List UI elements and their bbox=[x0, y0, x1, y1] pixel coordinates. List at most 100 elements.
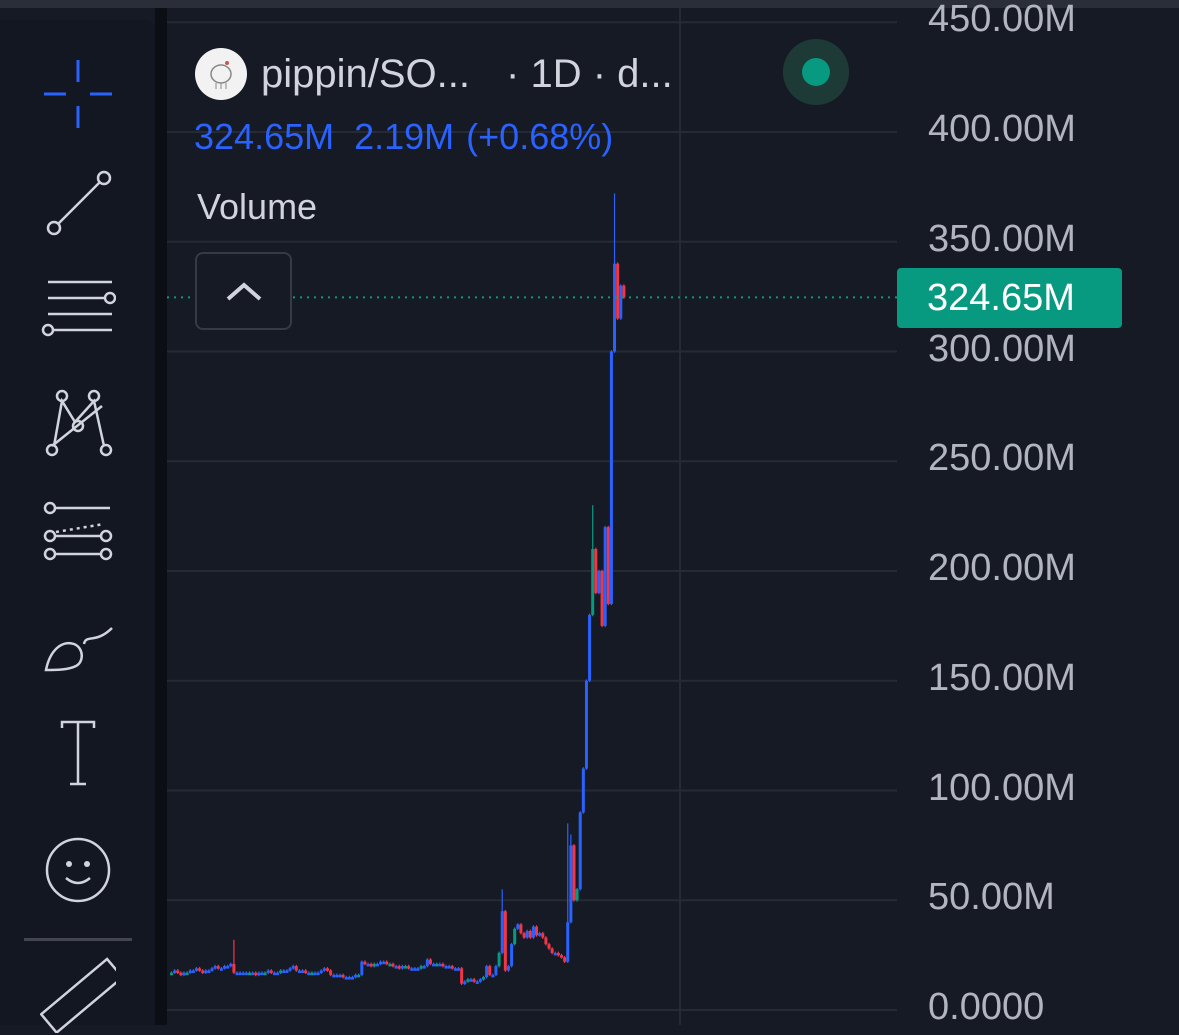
candle-body bbox=[316, 972, 320, 976]
candle-body bbox=[575, 889, 579, 901]
candle-body bbox=[613, 263, 617, 352]
current-price-tag: 324.65M bbox=[897, 268, 1122, 328]
candle-body bbox=[297, 970, 301, 973]
price-scale-label: 400.00M bbox=[928, 108, 1076, 150]
candle-body bbox=[463, 981, 467, 984]
candle-body bbox=[235, 972, 239, 976]
candle-body bbox=[597, 571, 601, 593]
candle-body bbox=[578, 812, 582, 890]
candle-body bbox=[354, 974, 358, 978]
candle-body bbox=[344, 977, 348, 980]
price-scale-label: 0.0000 bbox=[928, 986, 1045, 1028]
candle-body bbox=[319, 970, 323, 973]
drawing-toolbar bbox=[0, 20, 155, 1033]
candle-body bbox=[556, 952, 560, 956]
candle-body bbox=[266, 970, 270, 973]
volume-indicator-label[interactable]: Volume bbox=[197, 186, 318, 227]
candle-body bbox=[223, 966, 227, 969]
candle-body bbox=[444, 966, 448, 969]
candle-body bbox=[619, 285, 623, 319]
trendline-tool[interactable] bbox=[38, 164, 118, 244]
candle-body bbox=[179, 972, 183, 976]
symbol-legend[interactable]: pippin/SO... · 1D · d... bbox=[195, 48, 673, 100]
candle-body bbox=[210, 968, 214, 971]
candle-body bbox=[591, 549, 595, 615]
brush-tool[interactable] bbox=[38, 602, 118, 682]
market-open-dot-icon bbox=[802, 58, 830, 86]
brush-icon bbox=[44, 627, 113, 672]
pattern-tool[interactable] bbox=[38, 382, 118, 462]
candle-body bbox=[310, 972, 314, 976]
candle-body bbox=[541, 933, 545, 938]
candle-body bbox=[329, 970, 333, 975]
candle-body bbox=[260, 972, 264, 976]
candle-body bbox=[566, 922, 570, 962]
change-percent: (+0.68%) bbox=[466, 116, 614, 157]
candle-body bbox=[488, 966, 492, 975]
candle-body bbox=[397, 966, 401, 969]
candle-body bbox=[294, 966, 298, 971]
candle-body bbox=[229, 963, 233, 967]
candle-body bbox=[363, 961, 367, 965]
candle-body bbox=[332, 974, 336, 978]
candle-body bbox=[425, 959, 429, 967]
crosshair-icon bbox=[44, 60, 112, 128]
pattern-icon bbox=[45, 389, 113, 457]
interval-source[interactable]: · 1D · d... bbox=[506, 51, 673, 96]
candle-body bbox=[241, 972, 245, 976]
price-scale-label: 150.00M bbox=[928, 656, 1076, 699]
ruler-tool[interactable] bbox=[38, 955, 118, 1035]
candle-body bbox=[519, 924, 523, 934]
symbol-name[interactable]: pippin/SO... bbox=[261, 51, 471, 96]
candle-body bbox=[485, 966, 489, 978]
candle-body bbox=[176, 970, 180, 973]
candle-body bbox=[313, 972, 317, 976]
projection-tool[interactable] bbox=[38, 492, 118, 572]
candle-body bbox=[194, 968, 198, 971]
price-scale-label: 100.00M bbox=[928, 766, 1076, 809]
candle-body bbox=[347, 977, 351, 980]
candle-body bbox=[288, 968, 292, 971]
candle-body bbox=[469, 979, 473, 982]
candle-body bbox=[335, 974, 339, 978]
candle-body bbox=[391, 963, 395, 967]
candle-body bbox=[553, 952, 557, 956]
candle-body bbox=[213, 966, 217, 969]
candle-body bbox=[497, 952, 501, 967]
collapse-legend-button[interactable] bbox=[195, 252, 292, 330]
candle-body bbox=[379, 961, 383, 965]
candle-body bbox=[350, 977, 354, 980]
candle-body bbox=[572, 845, 576, 901]
candle-body bbox=[410, 968, 414, 971]
candle-body bbox=[428, 959, 432, 964]
emoji-tool[interactable] bbox=[38, 828, 118, 908]
candle-body bbox=[503, 911, 507, 971]
candle-body bbox=[422, 966, 426, 969]
crosshair-tool[interactable] bbox=[38, 54, 118, 134]
price-scale-label: 50.00M bbox=[928, 876, 1055, 919]
candle-body bbox=[357, 974, 361, 978]
candle-body bbox=[269, 970, 273, 973]
candle-body bbox=[494, 966, 498, 975]
fib-tool[interactable] bbox=[38, 272, 118, 352]
text-tool[interactable] bbox=[38, 712, 118, 792]
candle-body bbox=[226, 966, 230, 969]
candle-body bbox=[447, 966, 451, 969]
candle-body bbox=[394, 966, 398, 969]
market-status[interactable] bbox=[783, 39, 849, 105]
pippin-logo bbox=[195, 48, 247, 100]
candle-body bbox=[301, 970, 305, 973]
candle-body bbox=[216, 966, 220, 969]
price-chart[interactable] bbox=[167, 8, 1179, 1025]
candle-body bbox=[563, 957, 567, 962]
candle-body bbox=[191, 970, 195, 973]
candle-body bbox=[453, 968, 457, 971]
candle-body bbox=[535, 926, 539, 936]
candle-body bbox=[438, 963, 442, 967]
candle-body bbox=[204, 970, 208, 973]
candle-body bbox=[516, 924, 520, 929]
candle-body bbox=[603, 527, 607, 626]
candle-body bbox=[282, 970, 286, 973]
candle-body bbox=[198, 968, 202, 971]
candle-body bbox=[341, 974, 345, 978]
